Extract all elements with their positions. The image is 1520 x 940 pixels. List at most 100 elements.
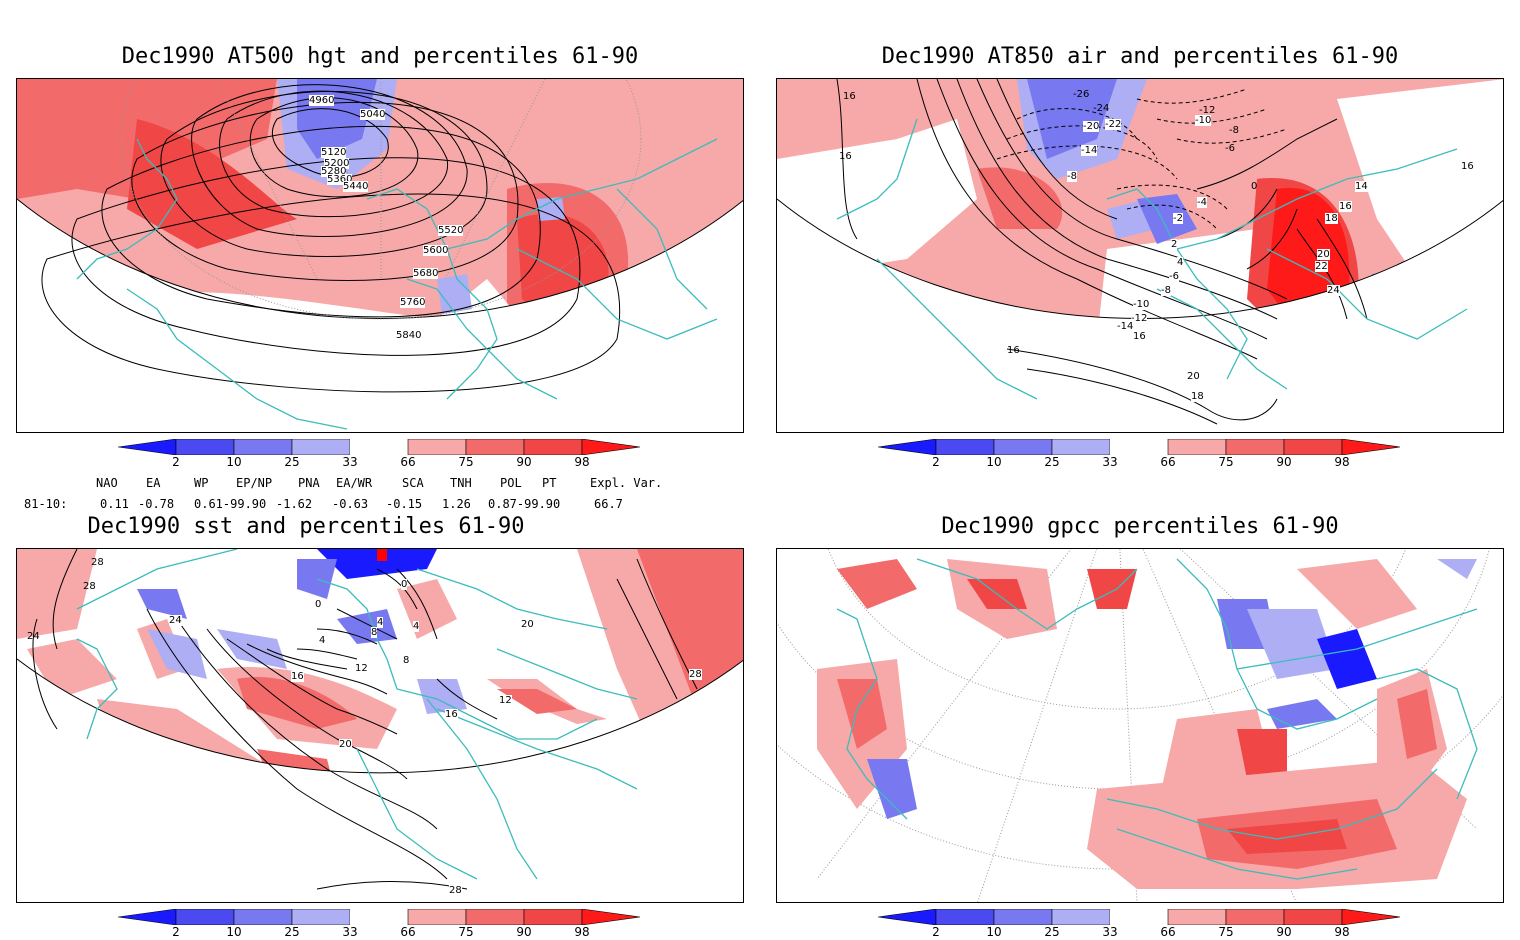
colorbar-label: 10 xyxy=(226,925,242,939)
colorbar-label: 2 xyxy=(172,455,180,469)
shaded-area xyxy=(1267,699,1337,729)
tc-value: 66.7 xyxy=(594,497,623,511)
colorbar-segment xyxy=(1225,909,1285,925)
colorbar-segment xyxy=(935,439,995,455)
tc-row-label: 81-10: xyxy=(24,497,68,511)
shaded-area xyxy=(1237,729,1287,779)
shaded-area xyxy=(537,197,565,221)
panel-title-hgt500: Dec1990 AT500 hgt and percentiles 61-90 xyxy=(121,44,639,69)
contour-label: -14 xyxy=(1081,145,1098,156)
contour-label: -24 xyxy=(1093,103,1110,114)
tc-header: WP xyxy=(194,476,209,490)
tc-value: -1.62 xyxy=(276,497,313,511)
colorbar-label: 75 xyxy=(1218,925,1234,939)
shaded-area xyxy=(17,549,97,639)
colorbar-label: 25 xyxy=(284,925,300,939)
contour-label: -6 xyxy=(1169,271,1179,282)
colorbar-label: 66 xyxy=(400,455,416,469)
tc-header: PT xyxy=(542,476,557,490)
shaded-area xyxy=(437,274,472,314)
contour-label: 24 xyxy=(169,615,182,626)
contour-label: 5280 xyxy=(321,166,347,177)
contour-label: 2 xyxy=(1171,239,1178,250)
colorbar-arrow-high xyxy=(581,439,641,455)
panel-title-sst: Dec1990 sst and percentiles 61-90 xyxy=(87,514,525,539)
colorbar-segment xyxy=(523,439,583,455)
colorbar-label: 75 xyxy=(458,455,474,469)
contour-label: -8 xyxy=(1161,285,1171,296)
colorbar-segment xyxy=(407,909,467,925)
colorbar-segment xyxy=(993,439,1053,455)
colorbar-label: 66 xyxy=(1160,925,1176,939)
contour-label: 16 xyxy=(1339,201,1352,212)
contour-label: 22 xyxy=(1315,261,1328,272)
colorbar-segment xyxy=(291,909,351,925)
colorbar-arrow-high xyxy=(1341,439,1401,455)
tc-header: Expl. Var. xyxy=(590,476,663,490)
colorbar-segment xyxy=(1225,439,1285,455)
shaded-area xyxy=(1372,269,1417,304)
contour-label: 20 xyxy=(1317,249,1330,260)
colorbar-label: 75 xyxy=(1218,455,1234,469)
tc-value: 0.61-99.90 xyxy=(194,497,267,511)
map-panel-air850: 16 16 -26 -24 -22 -20 -14 -12 -10 -8 -6 … xyxy=(776,78,1504,433)
contour-label: -6 xyxy=(1225,143,1235,154)
colorbar-segment xyxy=(465,439,525,455)
colorbar-label: 66 xyxy=(400,925,416,939)
map-panel-hgt500: 4960 5040 5120 5200 5280 5360 5440 5520 … xyxy=(16,78,744,433)
contour-label: -8 xyxy=(1067,171,1077,182)
contour-label: -12 xyxy=(1199,105,1216,116)
contour-label: 5440 xyxy=(343,181,369,192)
colorbar-label: 98 xyxy=(574,455,590,469)
contour-label: 28 xyxy=(83,581,96,592)
tc-header: TNH xyxy=(450,476,472,490)
contour-label: 4 xyxy=(1177,257,1184,268)
contour-label: 5360 xyxy=(327,174,353,185)
colorbar-label: 25 xyxy=(284,455,300,469)
contour-label: -20 xyxy=(1083,121,1100,132)
colorbar-arrow-low xyxy=(878,909,937,925)
shaded-area xyxy=(1227,819,1347,854)
contour-label: 18 xyxy=(1191,391,1204,402)
contour-label: 8 xyxy=(371,627,378,638)
shaded-area xyxy=(337,609,397,644)
colorbar-arrow-low xyxy=(118,439,177,455)
contour-label: 16 xyxy=(445,709,458,720)
colorbar-label: 2 xyxy=(172,925,180,939)
colorbar-label: 10 xyxy=(986,455,1002,469)
contour-label: 4 xyxy=(413,621,420,632)
shaded-area xyxy=(27,639,117,699)
colorbar-label: 98 xyxy=(1334,925,1350,939)
shaded-area xyxy=(1437,559,1477,579)
contour-label: 16 xyxy=(1461,161,1474,172)
contour-label: 4 xyxy=(319,635,326,646)
map-panel-gpcc xyxy=(776,548,1504,903)
colorbar-segment xyxy=(993,909,1053,925)
contour-label: -10 xyxy=(1195,115,1212,126)
shaded-area xyxy=(1097,229,1277,319)
shaded-area xyxy=(182,314,227,319)
colorbar-label: 25 xyxy=(1044,925,1060,939)
map-sst xyxy=(17,549,743,890)
contour-label: -26 xyxy=(1073,89,1090,100)
map-hgt500 xyxy=(17,79,743,430)
colorbar-label: 10 xyxy=(986,925,1002,939)
shaded-area xyxy=(167,804,217,839)
colorbar-segment xyxy=(523,909,583,925)
colorbar-segment xyxy=(1051,439,1111,455)
map-panel-sst: 28 28 24 24 0 0 4 8 4 12 16 16 12 20 20 … xyxy=(16,548,744,903)
colorbar-sst: 2 10 25 33 66 75 90 98 xyxy=(118,909,648,939)
contour-label: 0 xyxy=(315,599,322,610)
contour-label: 5600 xyxy=(423,245,449,256)
shaded-area xyxy=(867,759,917,819)
contour-label: 16 xyxy=(843,91,856,102)
panel-title-gpcc: Dec1990 gpcc percentiles 61-90 xyxy=(941,514,1339,539)
shaded-area xyxy=(1247,609,1337,679)
contour-label: 24 xyxy=(1327,285,1340,296)
tc-value: -0.63 xyxy=(332,497,369,511)
shaded-area xyxy=(417,679,467,714)
tc-header: NAO xyxy=(96,476,118,490)
contour-label: -10 xyxy=(1133,299,1150,310)
colorbar-label: 90 xyxy=(516,925,532,939)
colorbar-air850: 2 10 25 33 66 75 90 98 xyxy=(878,439,1408,469)
